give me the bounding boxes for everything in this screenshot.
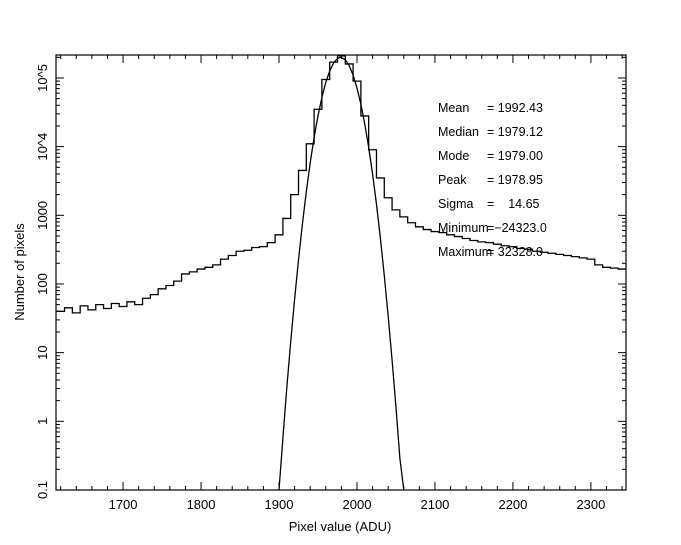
y-tick-label: 10^5 (35, 64, 50, 92)
y-tick-label: 100 (35, 273, 50, 295)
x-tick-label: 2300 (576, 497, 605, 512)
x-tick-label: 2100 (420, 497, 449, 512)
y-tick-label: 1 (35, 418, 50, 425)
stat-value: = 1978.95 (487, 173, 543, 187)
plot-frame (55, 54, 627, 491)
tick-labels: 1700 1800 1900 2000 2100 2200 2300 0.1 1 10 100 100… (35, 64, 605, 512)
x-tick-label: 2200 (498, 497, 527, 512)
y-axis-label: Number of pixels (12, 223, 27, 321)
stat-value: =−24323.0 (487, 221, 547, 235)
y-tick-label: 10 (35, 345, 50, 359)
gaussian-fit-line (278, 56, 405, 491)
stat-label: Maximum (438, 245, 492, 259)
stat-value: = 1979.12 (487, 125, 543, 139)
y-tick-label: 1000 (35, 201, 50, 230)
x-axis-label: Pixel value (ADU) (289, 519, 392, 534)
stat-label: Mode (438, 149, 469, 163)
stat-label: Median (438, 125, 479, 139)
stat-label: Peak (438, 173, 467, 187)
stat-value: = 14.65 (487, 197, 540, 211)
axis-ticks (56, 55, 626, 491)
stat-label: Minimum (438, 221, 489, 235)
x-tick-label: 1700 (109, 497, 138, 512)
stat-value: = 1992.43 (487, 101, 543, 115)
y-tick-label: 0.1 (35, 481, 50, 499)
histogram-line (56, 55, 626, 314)
stat-value: = 1979.00 (487, 149, 543, 163)
x-tick-label: 1800 (187, 497, 216, 512)
stat-label: Sigma (438, 197, 473, 211)
x-tick-label: 2000 (343, 497, 372, 512)
y-tick-label: 10^4 (35, 133, 50, 161)
statistics-annotation: Mean = 1992.43 Median = 1979.12 Mode = 1979.0… (438, 101, 547, 259)
stat-label: Mean (438, 101, 469, 115)
x-tick-label: 1900 (265, 497, 294, 512)
stat-value: = 32328.0 (487, 245, 543, 259)
data-series (56, 55, 626, 491)
